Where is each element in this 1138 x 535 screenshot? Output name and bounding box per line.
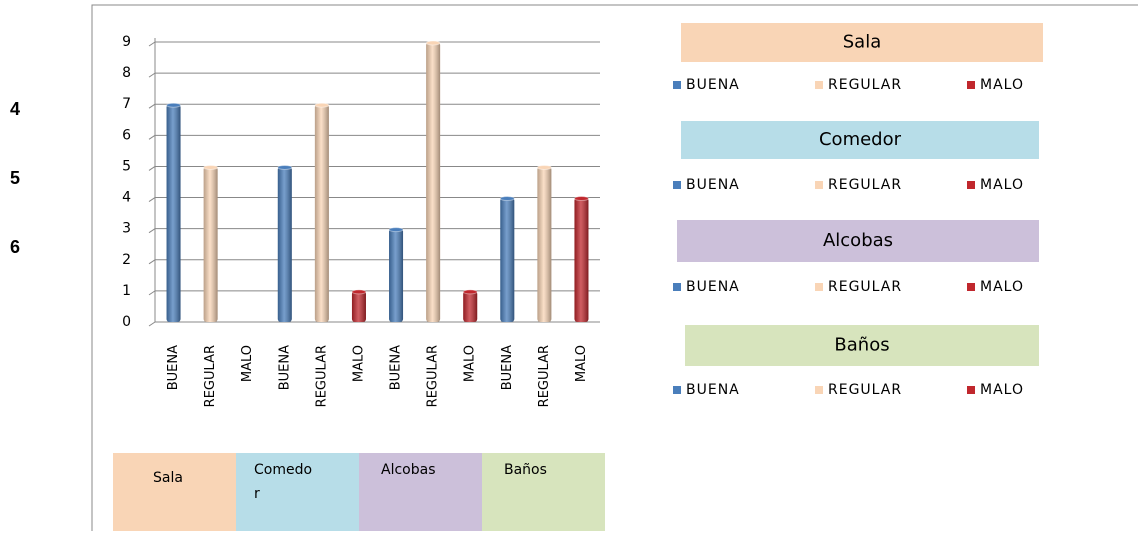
bar-top	[536, 164, 552, 170]
tick-mark	[148, 134, 156, 140]
bar-shade	[203, 166, 218, 322]
legend-label: REGULAR	[828, 177, 902, 193]
legend-label: BUENA	[686, 177, 740, 193]
group-label: Sala	[153, 470, 183, 486]
legend-label: MALO	[980, 382, 1024, 398]
bar-top	[425, 40, 441, 46]
bar-top	[314, 102, 330, 108]
legend-label: MALO	[980, 77, 1024, 93]
legend-swatch	[673, 81, 681, 89]
legend-swatch	[673, 283, 681, 291]
bar-shade	[500, 197, 515, 322]
legend-label: BUENA	[686, 279, 740, 295]
tick-mark	[148, 259, 156, 265]
legend-swatch	[815, 181, 823, 189]
bar-top	[166, 102, 182, 108]
legend-swatch	[673, 386, 681, 394]
group-box	[359, 453, 482, 531]
legend-title: Sala	[843, 32, 882, 53]
bar-shade	[314, 104, 329, 322]
legend-swatch	[815, 283, 823, 291]
group-box	[113, 453, 236, 531]
legend-swatch	[967, 283, 975, 291]
bar-top	[277, 164, 293, 170]
x-tick-label: MALO	[351, 345, 366, 382]
bar-shade	[166, 104, 181, 322]
x-tick-label: REGULAR	[426, 345, 441, 407]
legend-label: MALO	[980, 177, 1024, 193]
bar-shade	[389, 228, 404, 322]
row-number: 4	[10, 99, 20, 119]
x-tick-label: BUENA	[389, 345, 404, 390]
legend-label: REGULAR	[828, 77, 902, 93]
bar-top	[499, 196, 515, 202]
x-tick-label: BUENA	[500, 345, 515, 390]
y-tick-label: 2	[122, 252, 131, 268]
group-box	[236, 453, 359, 531]
legend-title-box	[681, 121, 1039, 159]
bar-shade	[277, 166, 292, 322]
x-tick-label: MALO	[574, 345, 589, 382]
bar-top	[351, 289, 367, 295]
legend-title-box	[677, 220, 1039, 262]
tick-mark	[148, 41, 156, 47]
legend-title: Alcobas	[823, 230, 893, 251]
legend-title-box	[685, 325, 1039, 366]
x-tick-label: BUENA	[277, 345, 292, 390]
legend-swatch	[815, 386, 823, 394]
legend-label: REGULAR	[828, 279, 902, 295]
y-tick-label: 1	[122, 283, 131, 299]
legend-title: Comedor	[819, 129, 902, 150]
x-tick-label: REGULAR	[314, 345, 329, 407]
y-tick-label: 7	[122, 96, 131, 112]
row-number: 5	[10, 168, 20, 188]
x-tick-label: REGULAR	[203, 345, 218, 407]
x-tick-label: BUENA	[166, 345, 181, 390]
tick-mark	[148, 290, 156, 296]
bar-shade	[426, 42, 441, 322]
legend-swatch	[673, 181, 681, 189]
group-label: Comedo r	[254, 462, 312, 502]
bar-shade	[537, 166, 552, 322]
legend-swatch	[815, 81, 823, 89]
legend-swatch	[967, 386, 975, 394]
bar-top	[462, 289, 478, 295]
y-tick-label: 6	[122, 127, 131, 143]
y-tick-label: 5	[122, 158, 131, 174]
legend-title-box	[681, 23, 1043, 62]
legend-label: BUENA	[686, 382, 740, 398]
y-tick-label: 8	[122, 65, 131, 81]
bar-top	[203, 164, 219, 170]
group-label: Baños	[504, 462, 547, 478]
x-tick-label: MALO	[463, 345, 478, 382]
bar-top	[388, 227, 404, 233]
tick-mark	[148, 72, 156, 78]
group-box	[482, 453, 605, 531]
bar-shade	[351, 290, 366, 322]
legend-label: MALO	[980, 279, 1024, 295]
tick-mark	[148, 103, 156, 109]
x-tick-label: MALO	[240, 345, 255, 382]
tick-mark	[148, 321, 156, 327]
x-tick-label: REGULAR	[537, 345, 552, 407]
group-label: Alcobas	[381, 462, 436, 478]
bar-shade	[463, 290, 478, 322]
row-number: 6	[10, 237, 20, 257]
y-tick-label: 9	[122, 34, 131, 50]
tick-mark	[148, 166, 156, 171]
legend-label: REGULAR	[828, 382, 902, 398]
legend-swatch	[967, 81, 975, 89]
chart-border	[91, 4, 1138, 531]
y-tick-label: 0	[122, 314, 131, 330]
legend-title: Baños	[834, 335, 889, 356]
legend-label: BUENA	[686, 77, 740, 93]
legend-swatch	[967, 181, 975, 189]
bar-shade	[574, 197, 589, 322]
y-tick-label: 3	[122, 221, 131, 237]
tick-mark	[148, 197, 156, 202]
y-tick-label: 4	[122, 190, 131, 206]
bar-top	[573, 196, 589, 202]
tick-mark	[148, 228, 156, 234]
